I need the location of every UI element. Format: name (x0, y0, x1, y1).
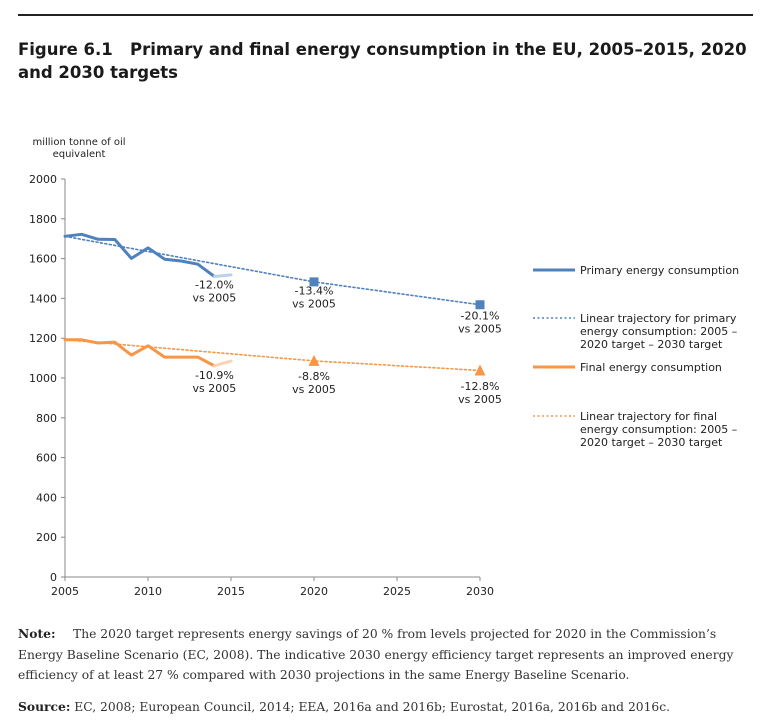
legend-label: Linear trajectory for primary (580, 312, 737, 325)
y-tick-label: 600 (36, 452, 57, 465)
y-tick-label: 800 (36, 412, 57, 425)
energy-consumption-chart: 0 200 400 600 800 1000 1200 1400 1600 1800 2000 200… (29, 173, 739, 598)
consumption-line (63, 232, 216, 279)
x-tick-label: 2005 (51, 585, 79, 598)
y-tick-label: 1600 (29, 253, 57, 266)
change-annotation: vs 2005 (193, 382, 237, 395)
change-annotation: vs 2005 (458, 393, 502, 406)
y-tick-label: 1800 (29, 213, 57, 226)
x-tick-label: 2025 (383, 585, 411, 598)
top-rule (18, 14, 753, 16)
source-text: EC, 2008; European Council, 2014; EEA, 2… (74, 700, 671, 714)
x-tick-label: 2015 (217, 585, 245, 598)
change-annotation: vs 2005 (458, 322, 502, 335)
change-annotation: -8.8% (298, 370, 330, 383)
change-annotation: -10.9% (195, 369, 234, 382)
projection-line (212, 359, 233, 368)
y-tick-label: 2000 (29, 173, 57, 186)
figure-title: Figure 6.1 Primary and final energy consu… (18, 38, 758, 84)
legend-label: energy consumption: 2005 – (580, 423, 737, 436)
figure-note: Note: The 2020 target represents energy s… (18, 624, 763, 686)
target-triangle-marker (308, 354, 320, 366)
y-tick-label: 1000 (29, 372, 57, 385)
legend-label: 2020 target – 2030 target (580, 436, 723, 449)
figure-number: Figure 6.1 (18, 40, 113, 59)
note-label: Note: (18, 626, 56, 641)
trajectory-line (64, 235, 481, 306)
target-triangle-marker (474, 364, 486, 376)
figure-source: Source: EC, 2008; European Council, 2014… (18, 698, 763, 716)
source-label: Source: (18, 699, 71, 714)
x-tick-label: 2030 (466, 585, 494, 598)
legend-label: 2020 target – 2030 target (580, 338, 723, 351)
y-tick-label: 0 (50, 571, 57, 584)
y-axis-label: million tonne of oil equivalent (32, 137, 126, 160)
x-tick-label: 2010 (134, 585, 162, 598)
change-annotation: vs 2005 (292, 297, 336, 310)
legend-label: energy consumption: 2005 – (580, 325, 737, 338)
x-tick-label: 2020 (300, 585, 328, 598)
target-square-marker (309, 277, 319, 287)
change-annotation: -12.0% (195, 278, 234, 291)
y-tick-label: 1200 (29, 332, 57, 345)
legend-label: Linear trajectory for final (580, 410, 717, 423)
change-annotation: -20.1% (461, 309, 500, 322)
change-annotation: vs 2005 (292, 383, 336, 396)
change-annotation: -12.8% (461, 380, 500, 393)
legend-label: Primary energy consumption (580, 264, 739, 277)
y-tick-label: 1400 (29, 292, 57, 305)
change-annotation: vs 2005 (193, 291, 237, 304)
consumption-line (63, 338, 216, 368)
target-square-marker (475, 300, 485, 310)
note-text: The 2020 target represents energy saving… (18, 627, 734, 682)
change-annotation: -13.4% (295, 284, 334, 297)
figure-title-text: Primary and final energy consumption in … (18, 40, 747, 82)
y-tick-label: 400 (36, 491, 57, 504)
y-tick-label: 200 (36, 531, 57, 544)
trajectory-line (64, 338, 481, 372)
legend-label: Final energy consumption (580, 361, 722, 374)
projection-line (212, 273, 233, 279)
